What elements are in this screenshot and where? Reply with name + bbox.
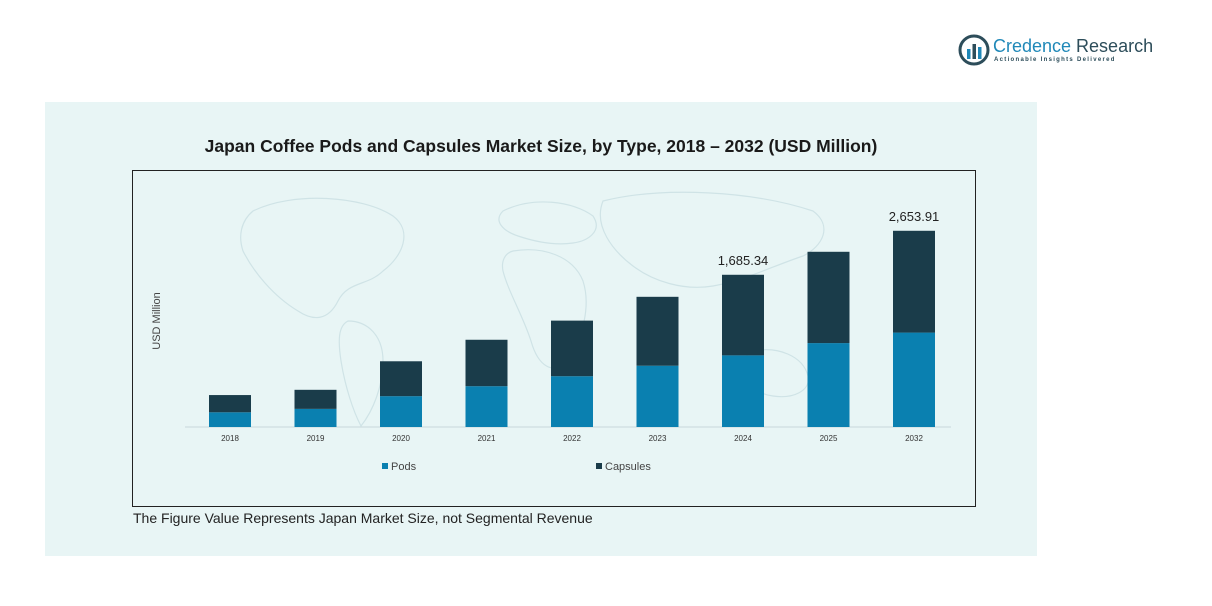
chart-svg: USD Million 2018 2019 2020 2021 2022 2023 2024… [151, 191, 951, 473]
x-tick-label-2018: 2018 [221, 434, 239, 443]
bar-capsules-2024 [722, 274, 764, 356]
brand-logo: Credence Research Actionable Insights De… [958, 34, 1158, 68]
bar-capsules-2032 [893, 230, 935, 333]
bar-capsules-2018 [209, 395, 251, 413]
x-tick-label-2023: 2023 [649, 434, 667, 443]
world-map-watermark [240, 191, 825, 428]
bar-pods-2018 [209, 412, 251, 427]
x-tick-label-2019: 2019 [307, 434, 325, 443]
bar-capsules-2025 [807, 251, 850, 344]
legend-swatch-pods [382, 463, 388, 469]
bar-pods-2020 [380, 396, 422, 427]
bar-capsules-2020 [380, 361, 422, 397]
brand-name-part2: Research [1071, 36, 1154, 56]
bar-pods-2019 [294, 408, 337, 427]
chart-panel: Japan Coffee Pods and Capsules Market Si… [45, 102, 1037, 556]
x-tick-labels: 2018 2019 2020 2021 2022 2023 2024 2025 2032 [221, 434, 923, 443]
footnote: The Figure Value Represents Japan Market… [133, 510, 593, 526]
x-tick-label-2025: 2025 [820, 434, 838, 443]
bar-capsules-2022 [551, 320, 593, 377]
brand-tagline: Actionable Insights Delivered [994, 57, 1116, 63]
bars-layer [209, 230, 935, 427]
x-tick-label-2021: 2021 [478, 434, 496, 443]
brand-name-part1: Credence [993, 36, 1072, 56]
x-tick-label-2020: 2020 [392, 434, 410, 443]
bar-pods-2022 [551, 376, 593, 427]
bar-capsules-2019 [294, 389, 337, 409]
data-label-2024: 1,685.34 [718, 253, 769, 268]
bar-pods-2023 [636, 365, 679, 427]
y-axis-label: USD Million [151, 292, 163, 349]
bar-pods-2024 [722, 355, 764, 427]
legend: Pods Capsules [382, 461, 651, 473]
bar-pods-2032 [893, 332, 935, 427]
legend-label-pods: Pods [391, 461, 417, 473]
legend-label-capsules: Capsules [605, 461, 651, 473]
chart-title: Japan Coffee Pods and Capsules Market Si… [204, 136, 878, 156]
x-tick-label-2032: 2032 [905, 434, 923, 443]
legend-swatch-capsules [596, 463, 602, 469]
bar-capsules-2021 [465, 339, 508, 387]
data-labels: 1,685.34 2,653.91 [718, 209, 940, 268]
brand-name: Credence Research [993, 36, 1153, 57]
x-tick-label-2024: 2024 [734, 434, 752, 443]
bar-capsules-2023 [636, 296, 679, 366]
data-label-2032: 2,653.91 [889, 209, 940, 224]
chart-frame: USD Million 2018 2019 2020 2021 2022 2023 2024… [132, 170, 976, 507]
x-tick-label-2022: 2022 [563, 434, 581, 443]
logo-mark-icon [958, 34, 990, 66]
bar-pods-2021 [465, 386, 508, 427]
bar-pods-2025 [807, 343, 850, 427]
